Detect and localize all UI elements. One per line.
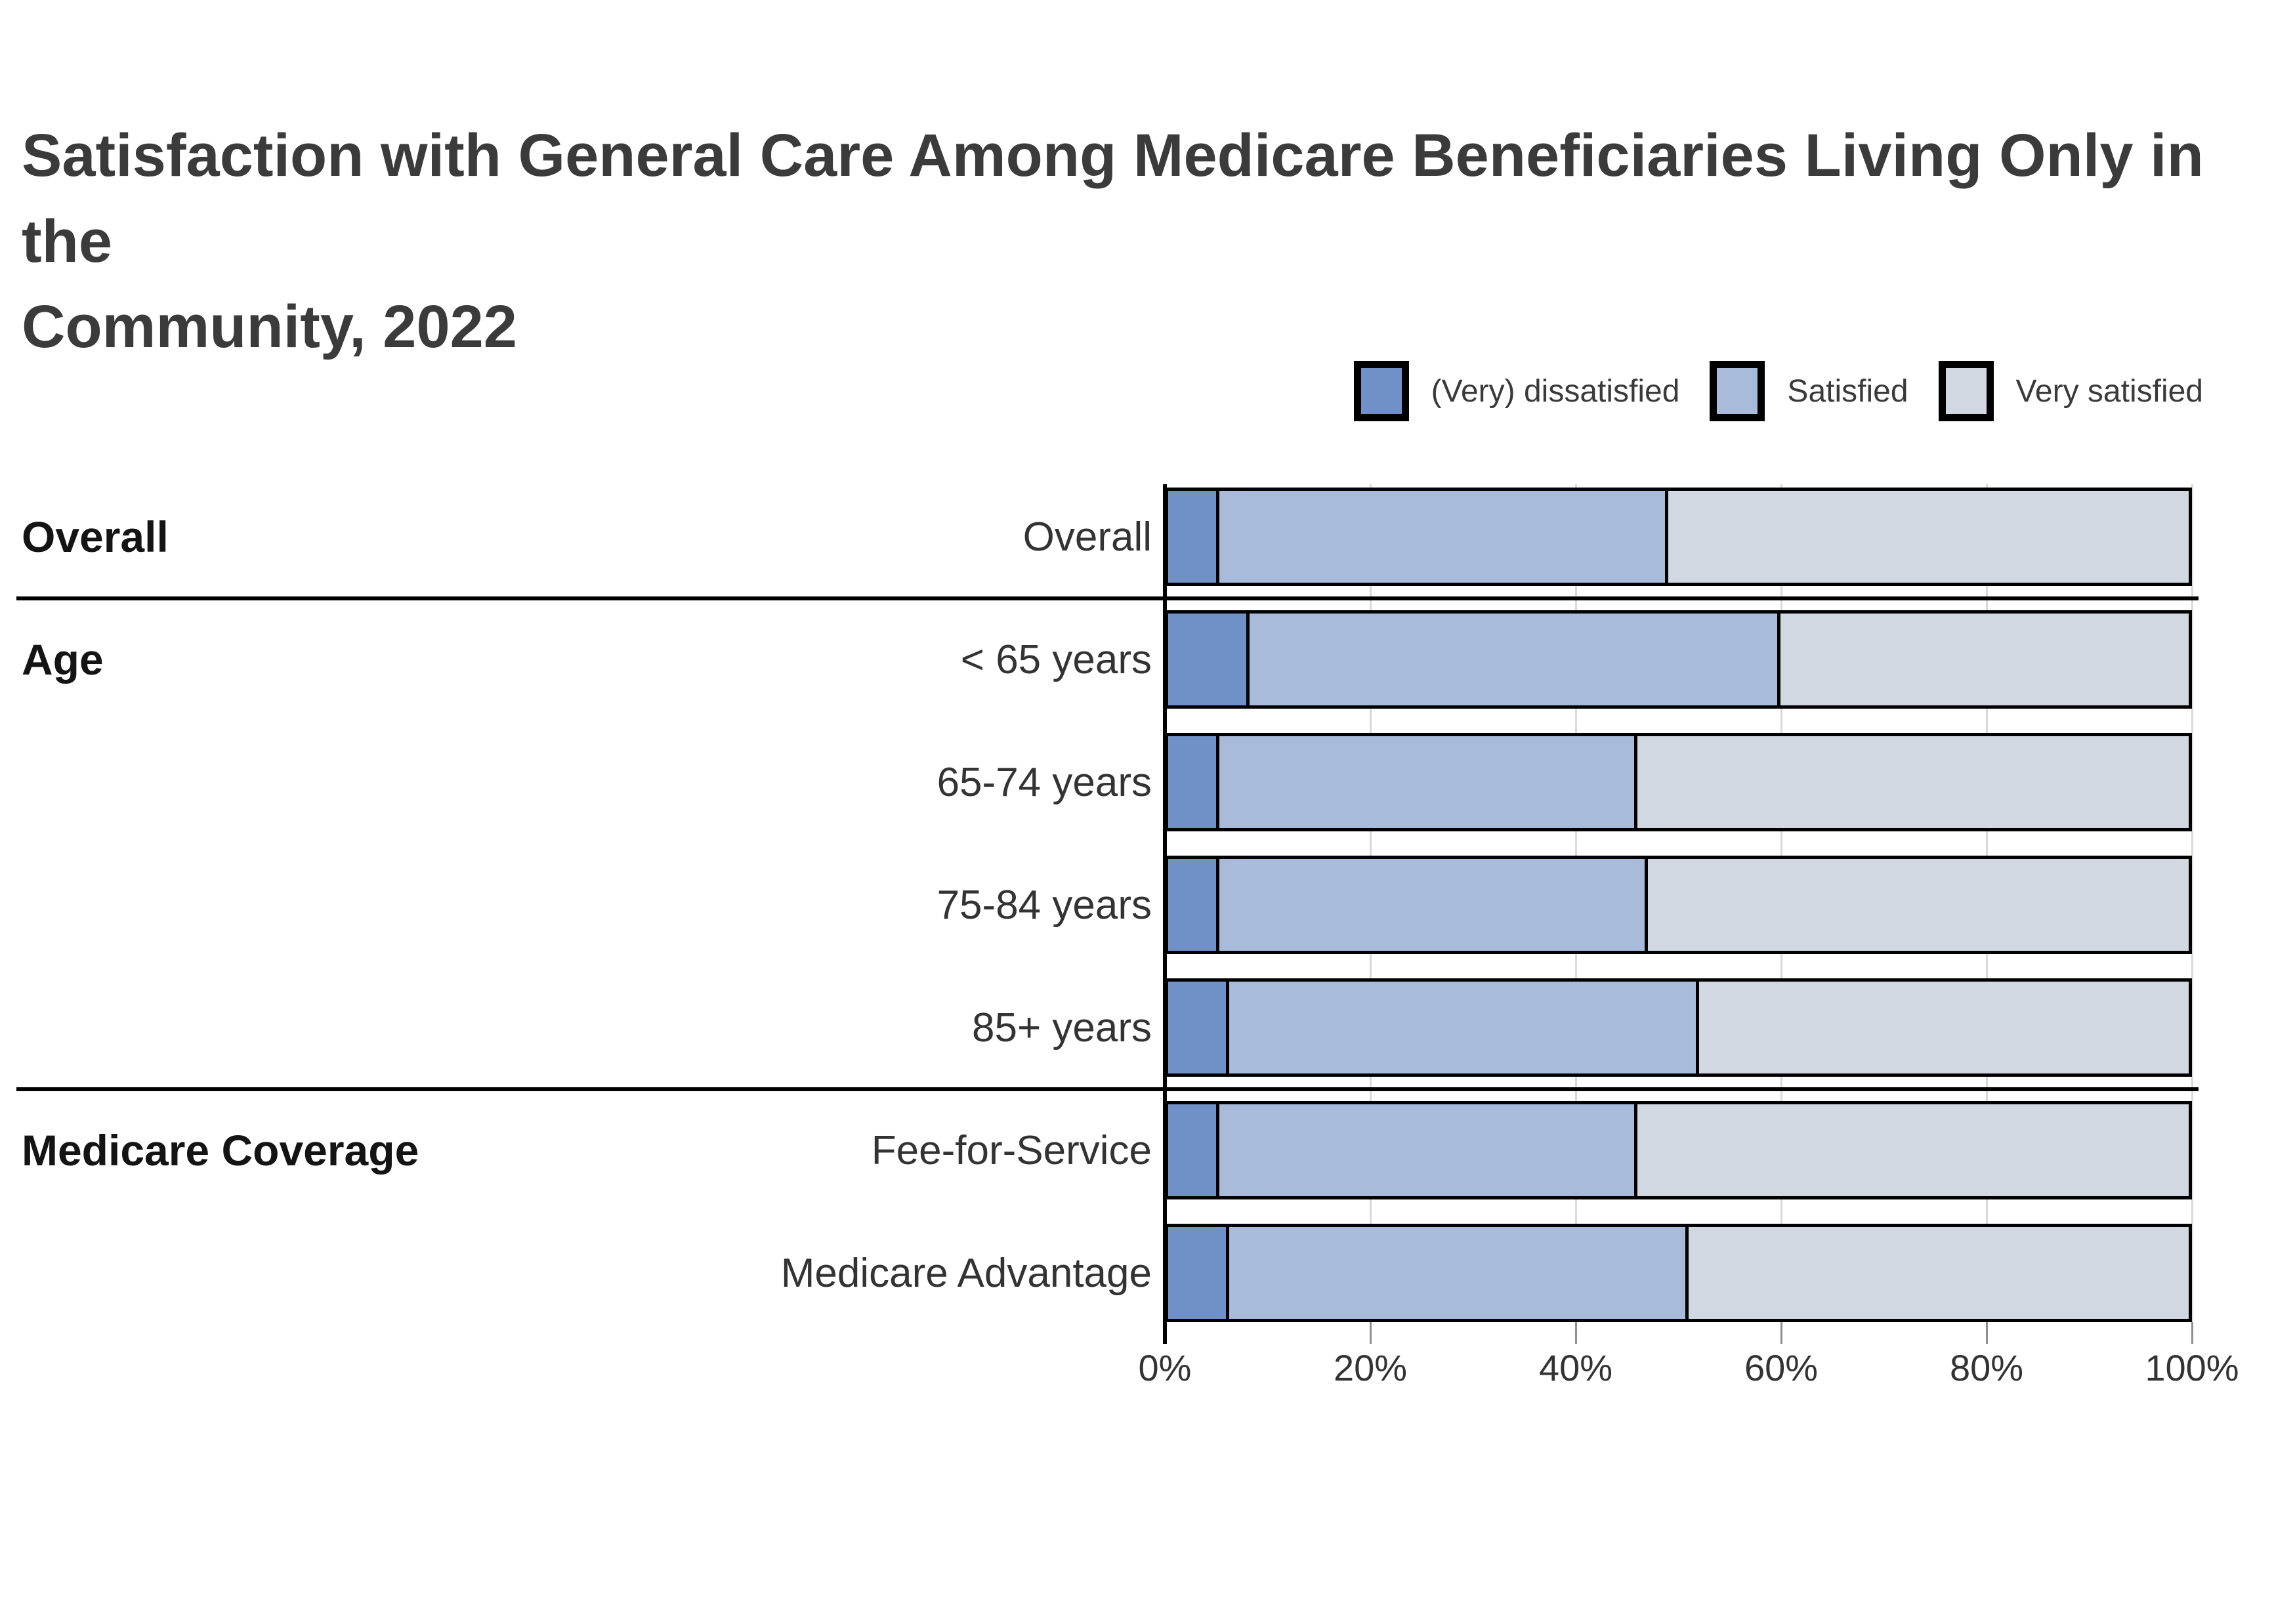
bar-row-2 bbox=[1165, 733, 2192, 831]
legend-swatch-dissatisfied bbox=[1353, 361, 1409, 421]
legend-item-satisfied: Satisfied bbox=[1710, 361, 1908, 421]
bar-segment--very-dissatisfied bbox=[1168, 614, 1250, 705]
axis-tick-80 bbox=[1986, 1322, 1988, 1344]
legend-swatch-satisfied bbox=[1710, 361, 1765, 421]
axis-tick-60 bbox=[1780, 1322, 1782, 1344]
legend-label: (Very) dissatisfied bbox=[1431, 373, 1680, 409]
section-label-age: Age bbox=[22, 635, 104, 684]
bar-segment-satisfied bbox=[1219, 1104, 1638, 1196]
row-label-4: 85+ years bbox=[971, 1005, 1152, 1051]
bar-segment-satisfied bbox=[1229, 1227, 1689, 1319]
chart-title-line2: Community, 2022 bbox=[22, 293, 517, 361]
legend: (Very) dissatisfied Satisfied Very satis… bbox=[1353, 361, 2203, 421]
bar-row-5 bbox=[1165, 1101, 2192, 1199]
row-label-1: < 65 years bbox=[960, 636, 1152, 682]
bar-segment--very-dissatisfied bbox=[1168, 1104, 1219, 1196]
bar-row-4 bbox=[1165, 978, 2192, 1077]
bar-segment-satisfied bbox=[1219, 736, 1638, 828]
bar-row-3 bbox=[1165, 856, 2192, 954]
row-label-2: 65-74 years bbox=[937, 759, 1152, 805]
bar-segment-very-satisfied bbox=[1647, 859, 2189, 951]
bar-row-0 bbox=[1165, 488, 2192, 586]
bar-segment-very-satisfied bbox=[1698, 982, 2189, 1073]
bar-segment-satisfied bbox=[1229, 982, 1699, 1073]
legend-label: Satisfied bbox=[1787, 373, 1908, 409]
bar-segment-satisfied bbox=[1250, 614, 1780, 705]
bar-segment--very-dissatisfied bbox=[1168, 491, 1219, 583]
section-divider-2 bbox=[16, 1087, 2199, 1091]
bar-segment-satisfied bbox=[1219, 859, 1648, 951]
row-label-5: Fee-for-Service bbox=[871, 1127, 1152, 1173]
x-axis-label-80: 80% bbox=[1949, 1347, 2024, 1388]
bar-segment-very-satisfied bbox=[1689, 1227, 2189, 1319]
axis-tick-100 bbox=[2191, 1322, 2193, 1344]
legend-item-dissatisfied: (Very) dissatisfied bbox=[1353, 361, 1680, 421]
x-axis-label-60: 60% bbox=[1744, 1347, 1819, 1388]
legend-item-very-satisfied: Very satisfied bbox=[1938, 361, 2203, 421]
bar-segment-very-satisfied bbox=[1780, 614, 2189, 705]
legend-swatch-very-satisfied bbox=[1938, 361, 1994, 421]
bar-row-6 bbox=[1165, 1224, 2192, 1322]
chart-title: Satisfaction with General Care Among Med… bbox=[22, 113, 2227, 370]
bar-row-1 bbox=[1165, 610, 2192, 709]
bar-segment-very-satisfied bbox=[1637, 1104, 2189, 1196]
bar-segment--very-dissatisfied bbox=[1168, 736, 1219, 828]
row-label-0: Overall bbox=[1022, 514, 1152, 560]
bar-segment-very-satisfied bbox=[1637, 736, 2189, 828]
axis-tick-20 bbox=[1370, 1322, 1372, 1344]
row-label-6: Medicare Advantage bbox=[780, 1250, 1152, 1296]
gridline-100 bbox=[2191, 484, 2193, 1322]
section-label-medicare-coverage: Medicare Coverage bbox=[22, 1126, 419, 1175]
x-axis-label-100: 100% bbox=[2145, 1347, 2239, 1388]
x-axis-label-40: 40% bbox=[1538, 1347, 1613, 1388]
section-divider-1 bbox=[16, 596, 2199, 600]
bar-segment--very-dissatisfied bbox=[1168, 982, 1230, 1073]
row-label-3: 75-84 years bbox=[937, 882, 1152, 928]
chart-title-line1: Satisfaction with General Care Among Med… bbox=[22, 122, 2204, 275]
x-axis-label-0: 0% bbox=[1138, 1347, 1192, 1388]
bar-segment--very-dissatisfied bbox=[1168, 859, 1219, 951]
axis-tick-40 bbox=[1575, 1322, 1577, 1344]
bar-segment-very-satisfied bbox=[1668, 491, 2189, 583]
bar-segment-satisfied bbox=[1219, 491, 1668, 583]
section-label-overall: Overall bbox=[22, 512, 169, 561]
legend-label: Very satisfied bbox=[2015, 373, 2203, 409]
x-axis-label-20: 20% bbox=[1333, 1347, 1408, 1388]
bar-segment--very-dissatisfied bbox=[1168, 1227, 1230, 1319]
